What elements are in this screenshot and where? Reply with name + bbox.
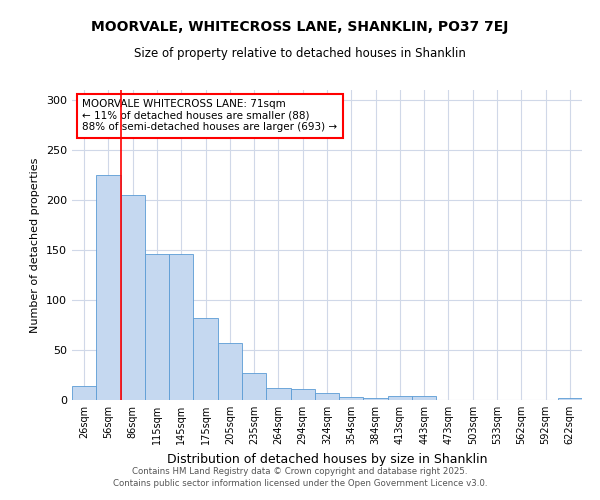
Bar — [412, 396, 436, 400]
Bar — [169, 254, 193, 400]
Text: MOORVALE, WHITECROSS LANE, SHANKLIN, PO37 7EJ: MOORVALE, WHITECROSS LANE, SHANKLIN, PO3… — [91, 20, 509, 34]
Bar — [145, 254, 169, 400]
Bar — [558, 398, 582, 400]
Bar — [266, 388, 290, 400]
Y-axis label: Number of detached properties: Number of detached properties — [31, 158, 40, 332]
Bar — [218, 343, 242, 400]
Bar — [242, 373, 266, 400]
Text: MOORVALE WHITECROSS LANE: 71sqm
← 11% of detached houses are smaller (88)
88% of: MOORVALE WHITECROSS LANE: 71sqm ← 11% of… — [82, 100, 337, 132]
Bar — [339, 397, 364, 400]
Bar — [72, 386, 96, 400]
X-axis label: Distribution of detached houses by size in Shanklin: Distribution of detached houses by size … — [167, 452, 487, 466]
Bar — [315, 393, 339, 400]
Bar — [290, 389, 315, 400]
Bar — [364, 398, 388, 400]
Text: Contains HM Land Registry data © Crown copyright and database right 2025.
Contai: Contains HM Land Registry data © Crown c… — [113, 466, 487, 487]
Bar — [193, 318, 218, 400]
Text: Size of property relative to detached houses in Shanklin: Size of property relative to detached ho… — [134, 48, 466, 60]
Bar — [388, 396, 412, 400]
Bar — [96, 175, 121, 400]
Bar — [121, 195, 145, 400]
